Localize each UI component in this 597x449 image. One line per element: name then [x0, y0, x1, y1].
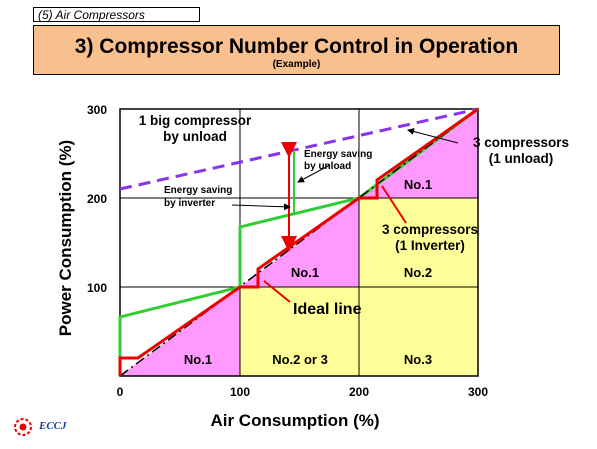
label-unload-2: (1 unload) [489, 151, 554, 166]
eccj-logo: ECCJ [12, 416, 92, 438]
region-no3-low-fill [359, 287, 478, 376]
region-label-no1-mid: No.1 [291, 265, 319, 280]
region-label-no1-top: No.1 [404, 177, 432, 192]
region-label-no2-mid: No.2 [404, 265, 432, 280]
x-tick-0: 0 [117, 385, 124, 399]
region-no23-low-fill [240, 287, 359, 376]
title-banner: 3) Compressor Number Control in Operatio… [33, 25, 560, 75]
region-label-no3-low: No.3 [404, 352, 432, 367]
region-label-no1-low: No.1 [184, 352, 212, 367]
pointer-unload-curve [407, 128, 459, 144]
label-ideal-line: Ideal line [293, 301, 362, 318]
label-big-compressor-2: by unload [163, 129, 227, 144]
page-title: 3) Compressor Number Control in Operatio… [74, 35, 519, 58]
big-compressor-unload-line [119, 107, 479, 191]
eccj-logo-text: ECCJ [39, 420, 67, 432]
label-saving-unload-1: Energy saving [304, 149, 372, 160]
y-axis-title: Power Consumption (%) [56, 140, 75, 336]
label-unload-1: 3 compressors [473, 135, 569, 150]
y-tick-300: 300 [87, 103, 107, 117]
section-tag: (5) Air Compressors [33, 7, 200, 22]
page-subtitle: (Example) [272, 59, 321, 70]
label-big-compressor-1: 1 big compressor [139, 113, 252, 128]
pointer-saving-inverter [231, 203, 291, 211]
ideal-line [119, 108, 479, 377]
label-saving-unload-2: by unload [304, 161, 351, 172]
x-axis-title: Air Consumption (%) [210, 411, 379, 430]
pointer-saving-unload [297, 164, 331, 183]
pointer-inverter-curve [381, 185, 407, 224]
y-tick-200: 200 [87, 192, 107, 206]
label-saving-inverter-1: Energy saving [164, 185, 232, 196]
x-tick-300: 300 [468, 385, 488, 399]
pointer-ideal-line [263, 280, 291, 303]
label-inverter-2: (1 Inverter) [395, 238, 465, 253]
label-inverter-1: 3 compressors [382, 222, 478, 237]
eccj-emblem-icon [14, 418, 32, 436]
region-label-no23-low: No.2 or 3 [272, 352, 328, 367]
region-no2-mid-fill [359, 198, 478, 287]
y-tick-100: 100 [87, 281, 107, 295]
plot-frame [119, 108, 479, 377]
three-compressors-inverter-line [118, 107, 479, 376]
label-saving-inverter-2: by inverter [164, 198, 215, 209]
x-tick-200: 200 [349, 385, 369, 399]
x-tick-100: 100 [230, 385, 250, 399]
